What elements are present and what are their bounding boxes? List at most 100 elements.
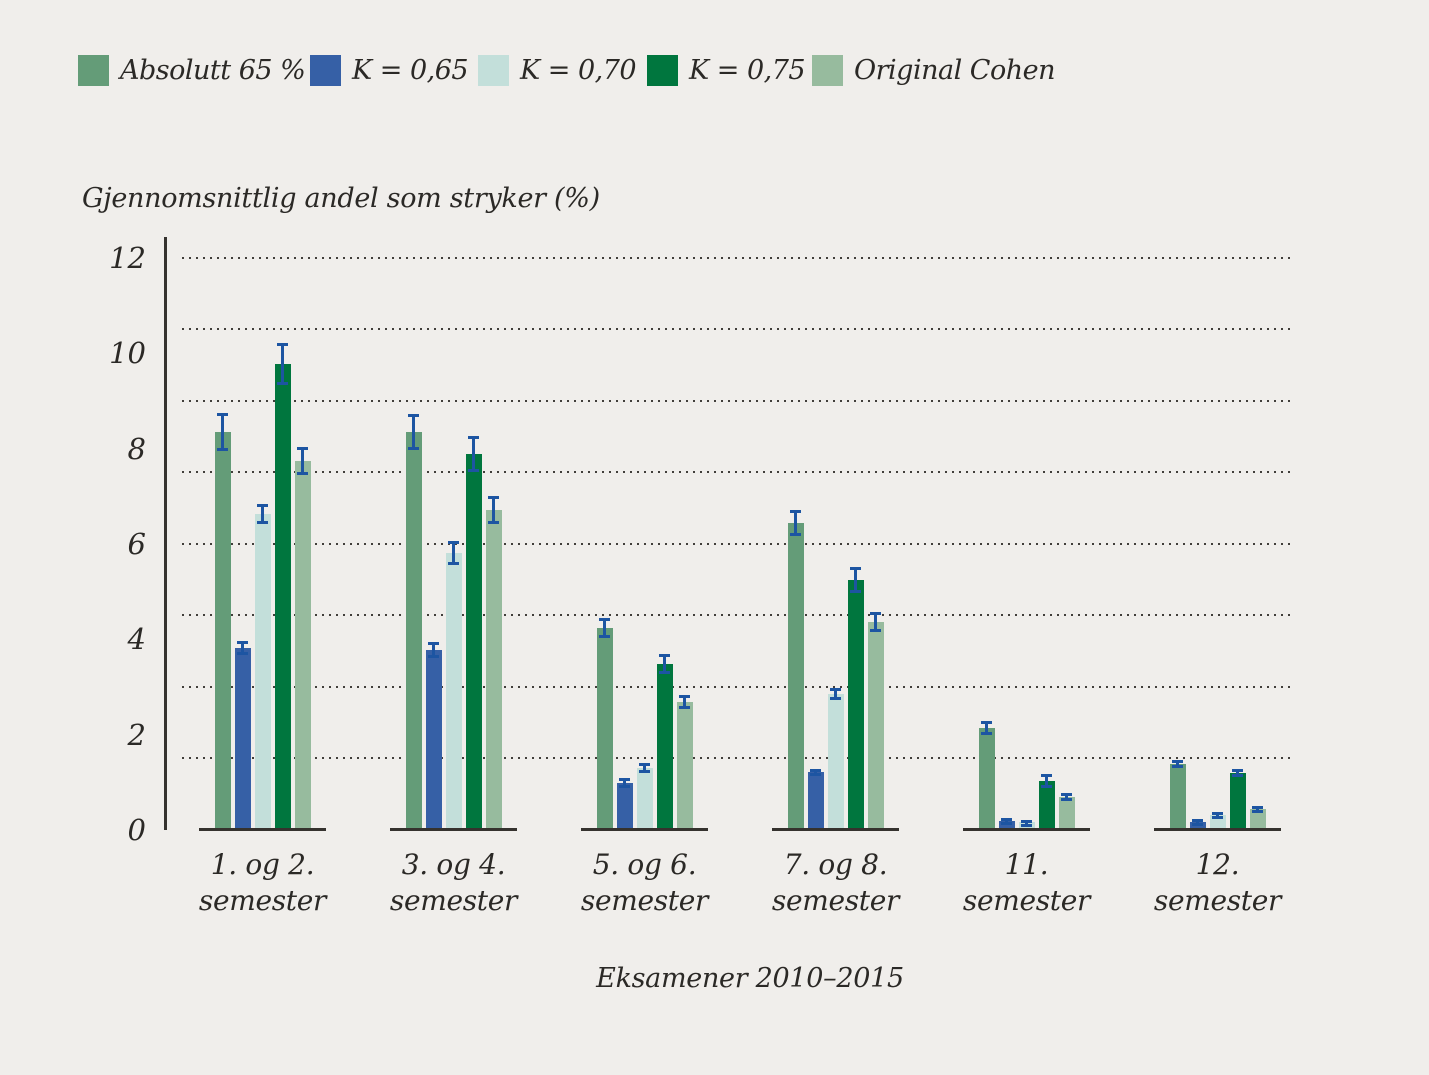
- gridline: [182, 328, 1295, 331]
- group-baseline: [199, 828, 326, 831]
- y-tick-label: 2: [127, 717, 146, 752]
- error-bar: [679, 694, 690, 710]
- error-bar: [488, 496, 499, 524]
- bar: [978, 721, 995, 828]
- error-bar: [1021, 819, 1032, 827]
- legend-label: K = 0,75: [689, 55, 806, 86]
- error-bar: [277, 342, 288, 386]
- bar: [254, 503, 271, 828]
- legend-item: K = 0,75: [647, 55, 806, 86]
- gridline: [182, 542, 1295, 545]
- category-label: 3. og 4. semester: [389, 848, 518, 917]
- bar: [1189, 818, 1206, 828]
- gridline: [182, 685, 1295, 688]
- gridline: [182, 399, 1295, 402]
- y-tick-label: 12: [109, 240, 146, 275]
- bar: [405, 413, 422, 828]
- error-bar: [599, 617, 610, 639]
- error-bar: [448, 541, 459, 565]
- error-bar: [850, 567, 861, 593]
- bar-group: [1154, 237, 1281, 828]
- bar: [847, 567, 864, 828]
- bar-group: [772, 237, 899, 828]
- bar: [787, 509, 804, 828]
- error-bar: [981, 721, 992, 735]
- error-bar: [408, 413, 419, 451]
- legend-label: K = 0,65: [352, 55, 469, 86]
- error-bar: [639, 762, 650, 774]
- error-bar: [1172, 760, 1183, 768]
- error-bar: [830, 687, 841, 701]
- bar-group: [581, 237, 708, 828]
- group-baseline: [963, 828, 1090, 831]
- error-bar: [468, 435, 479, 473]
- error-bar: [237, 640, 248, 656]
- bar-group: [963, 237, 1090, 828]
- bar-group: [199, 237, 326, 828]
- bar: [656, 654, 673, 828]
- legend-swatch: [478, 55, 509, 86]
- legend-swatch: [647, 55, 678, 86]
- bar: [1169, 760, 1186, 828]
- bar: [1018, 819, 1035, 828]
- error-bar: [810, 768, 821, 776]
- category-label: 7. og 8. semester: [771, 848, 900, 917]
- group-baseline: [581, 828, 708, 831]
- bar: [636, 762, 653, 828]
- error-bar: [1232, 768, 1243, 778]
- y-tick-label: 8: [127, 431, 146, 466]
- bar: [998, 818, 1015, 828]
- gridline: [182, 471, 1295, 474]
- bar: [807, 768, 824, 828]
- error-bar: [1252, 805, 1263, 813]
- bar: [827, 687, 844, 828]
- bar: [1058, 792, 1075, 828]
- error-bar: [619, 777, 630, 789]
- legend-swatch: [78, 55, 109, 86]
- y-axis-line: [164, 237, 167, 830]
- legend-item: K = 0,70: [478, 55, 637, 86]
- bar: [596, 617, 613, 828]
- error-bar: [217, 412, 228, 452]
- group-baseline: [772, 828, 899, 831]
- bar: [425, 642, 442, 828]
- bar: [1038, 774, 1055, 828]
- category-label: 12. semester: [1153, 848, 1282, 917]
- legend-item: K = 0,65: [310, 55, 469, 86]
- gridline: [182, 256, 1295, 259]
- legend-item: Original Cohen: [812, 55, 1055, 86]
- error-bar: [1001, 818, 1012, 826]
- bar: [1209, 811, 1226, 828]
- bar: [1229, 768, 1246, 828]
- error-bar: [1061, 792, 1072, 802]
- y-tick-label: 4: [127, 622, 146, 657]
- category-label: 1. og 2. semester: [198, 848, 327, 917]
- legend-item: Absolutt 65 %: [78, 55, 306, 86]
- error-bar: [257, 503, 268, 525]
- bar: [867, 612, 884, 828]
- group-baseline: [1154, 828, 1281, 831]
- y-tick-label: 10: [109, 336, 146, 371]
- category-label: 5. og 6. semester: [580, 848, 709, 917]
- group-baseline: [390, 828, 517, 831]
- legend-label: Original Cohen: [854, 55, 1055, 86]
- bar-group: [390, 237, 517, 828]
- bar: [616, 777, 633, 828]
- error-bar: [659, 654, 670, 674]
- gridline: [182, 757, 1295, 760]
- error-bar: [297, 446, 308, 476]
- legend-swatch: [310, 55, 341, 86]
- bar: [214, 412, 231, 828]
- bar: [294, 446, 311, 828]
- bar: [234, 640, 251, 828]
- x-axis-title: Eksamener 2010–2015: [596, 963, 904, 994]
- error-bar: [428, 642, 439, 658]
- error-bar: [790, 509, 801, 537]
- legend-swatch: [812, 55, 843, 86]
- error-bar: [870, 612, 881, 632]
- error-bar: [1041, 774, 1052, 788]
- bar: [485, 496, 502, 828]
- legend-label: Absolutt 65 %: [120, 55, 306, 86]
- bar: [676, 694, 693, 828]
